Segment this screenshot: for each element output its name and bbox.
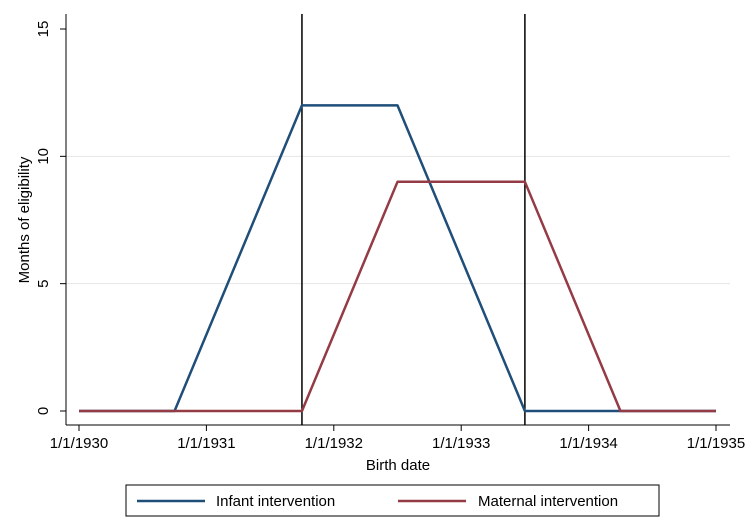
legend-box bbox=[125, 484, 660, 517]
y-tick-label: 0 bbox=[35, 407, 52, 415]
reference-lines bbox=[301, 14, 526, 425]
y-tick-label: 10 bbox=[35, 148, 52, 165]
y-tick-label: 15 bbox=[35, 21, 52, 38]
x-axis-title: Birth date bbox=[366, 457, 430, 474]
x-tick-label: 1/1/1935 bbox=[687, 435, 745, 452]
legend-label-maternal: Maternal intervention bbox=[478, 493, 618, 510]
x-tick-label: 1/1/1930 bbox=[50, 435, 108, 452]
axes bbox=[65, 14, 730, 426]
y-tick-label: 5 bbox=[35, 279, 52, 287]
legend-label-infant: Infant intervention bbox=[216, 493, 335, 510]
grid-layer bbox=[66, 155, 730, 285]
series-layer bbox=[79, 104, 716, 413]
legend: Infant intervention Maternal interventio… bbox=[125, 484, 660, 517]
x-tick-label: 1/1/1931 bbox=[177, 435, 235, 452]
y-axis-title: Months of eligibility bbox=[16, 156, 33, 283]
tick-layer: 0 5 10 15 1/1/1930 1/1/1931 1/1/1932 1/1/1933 1/… bbox=[35, 21, 745, 452]
x-tick-label: 1/1/1934 bbox=[559, 435, 617, 452]
maternal-intervention-line bbox=[79, 180, 716, 413]
x-tick-label: 1/1/1933 bbox=[432, 435, 490, 452]
x-tick-label: 1/1/1932 bbox=[305, 435, 363, 452]
